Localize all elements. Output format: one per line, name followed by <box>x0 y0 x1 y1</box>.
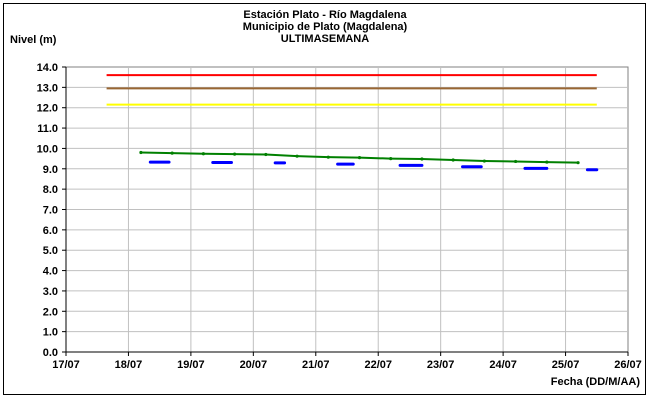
x-tick-label: 26/07 <box>614 359 642 371</box>
level-series-point <box>420 157 424 161</box>
level-series-point <box>357 155 362 160</box>
grid <box>66 67 628 352</box>
axes: 0.0 1.0 2.0 3.0 4.0 5.0 6.0 7.0 8.0 9.0 10.0 11.0 12… <box>37 62 642 371</box>
chart-subtitle: Municipio de Plato (Magdalena) <box>242 21 408 33</box>
y-axis-label: Nivel (m) <box>10 34 57 46</box>
y-tick-label: 3.0 <box>43 286 58 298</box>
x-tick-label: 17/07 <box>52 359 80 371</box>
level-series-point <box>545 160 549 164</box>
level-series-point <box>389 157 393 161</box>
y-tick-label: 10.0 <box>37 143 58 155</box>
y-tick-label: 9.0 <box>43 164 58 176</box>
level-series-point <box>170 151 174 155</box>
level-series-point <box>139 150 143 155</box>
x-tick-label: 25/07 <box>552 359 580 371</box>
y-tick-label: 1.0 <box>43 327 58 339</box>
y-tick-label: 0.0 <box>43 347 58 359</box>
level-series-point <box>514 159 518 164</box>
x-tick-label: 19/07 <box>177 359 205 371</box>
chart-title: Estación Plato - Río Magdalena <box>243 9 407 21</box>
series-group <box>139 150 599 172</box>
level-series-point <box>482 159 486 163</box>
x-tick-label: 20/07 <box>240 359 268 371</box>
y-tick-label: 8.0 <box>43 184 58 196</box>
y-tick-label: 2.0 <box>43 306 58 318</box>
y-tick-label: 7.0 <box>43 205 58 217</box>
y-tick-label: 5.0 <box>43 245 58 257</box>
level-series-point <box>451 158 455 162</box>
y-tick-label: 11.0 <box>37 123 58 135</box>
x-axis-label: Fecha (DD/M/AA) <box>550 376 640 388</box>
x-tick-label: 24/07 <box>489 359 517 371</box>
x-tick-label: 21/07 <box>302 359 330 371</box>
level-series-point <box>295 154 299 158</box>
level-series-point <box>264 152 268 157</box>
y-tick-label: 4.0 <box>43 266 58 278</box>
level-series-point <box>201 152 205 156</box>
level-series-point <box>326 155 330 159</box>
level-series-point <box>233 152 237 156</box>
x-tick-label: 22/07 <box>364 359 392 371</box>
threshold-lines <box>106 74 597 106</box>
y-tick-label: 12.0 <box>37 103 58 115</box>
x-tick-label: 18/07 <box>115 359 143 371</box>
chart-subtitle-2: ULTIMASEMANA <box>280 33 370 45</box>
y-tick-label: 6.0 <box>43 225 58 237</box>
level-series-point <box>576 161 580 165</box>
y-tick-label: 13.0 <box>37 82 58 94</box>
y-tick-label: 14.0 <box>37 62 58 74</box>
x-tick-label: 23/07 <box>427 359 455 371</box>
